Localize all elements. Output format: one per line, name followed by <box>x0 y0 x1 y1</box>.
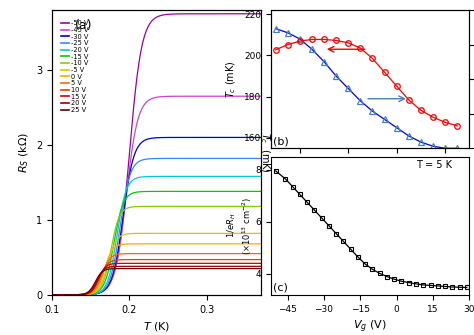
Text: T = 5 K: T = 5 K <box>416 160 452 170</box>
Y-axis label: $T_c$  (mK): $T_c$ (mK) <box>258 132 272 173</box>
Text: (c): (c) <box>273 283 288 293</box>
Legend: -50 V, -45 V, -30 V, -25 V, -20 V, -15 V, -10 V, -5 V, 0 V, 5 V, 10 V, 15 V, 20 : -50 V, -45 V, -30 V, -25 V, -20 V, -15 V… <box>60 19 90 115</box>
X-axis label: $T$ (K): $T$ (K) <box>143 320 170 333</box>
Text: (b): (b) <box>273 136 289 146</box>
Y-axis label: $1/eR_H$
($\times 10^{13}$ cm$^{-2}$): $1/eR_H$ ($\times 10^{13}$ cm$^{-2}$) <box>226 197 254 255</box>
Text: (a): (a) <box>75 19 93 32</box>
Y-axis label: $T_c$ (mK): $T_c$ (mK) <box>225 60 238 98</box>
X-axis label: $V_g$ (V): $V_g$ (V) <box>353 319 387 335</box>
Y-axis label: $R_S$ (k$\Omega$): $R_S$ (k$\Omega$) <box>17 132 31 173</box>
